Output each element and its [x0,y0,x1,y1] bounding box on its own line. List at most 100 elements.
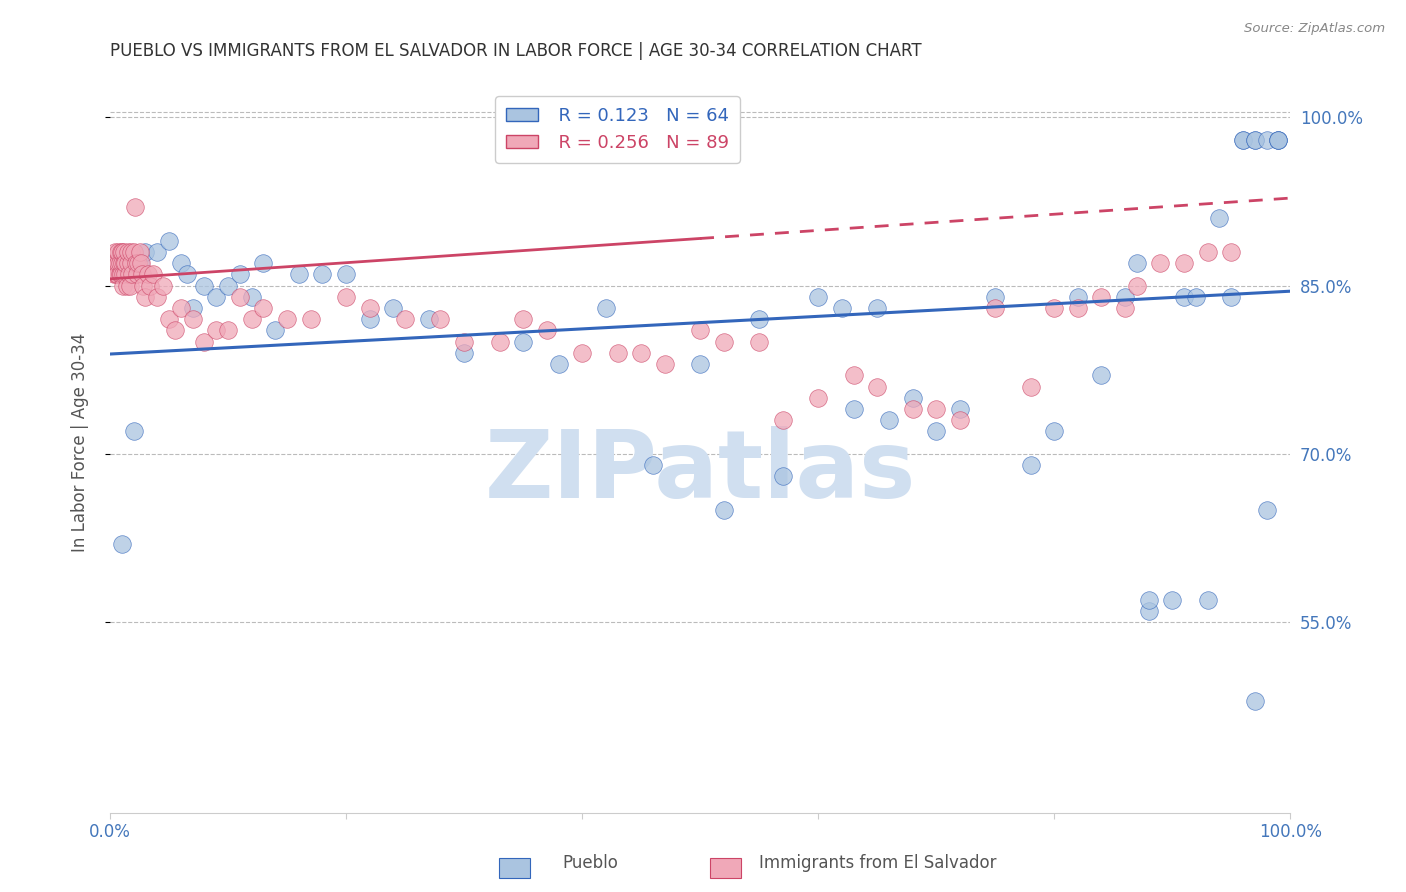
Point [118,268,141,282]
Point [240,290,263,304]
Point [105,268,128,282]
Legend:   R = 0.123   N = 64,   R = 0.256   N = 89: R = 0.123 N = 64, R = 0.256 N = 89 [495,96,740,163]
Point [104,244,127,259]
Point [131,268,153,282]
Point [252,301,274,315]
Point [571,346,593,360]
Point [901,391,924,405]
Point [654,357,676,371]
Point [107,244,129,259]
Point [1232,133,1254,147]
Point [103,268,125,282]
Point [111,244,134,259]
Point [689,357,711,371]
Point [842,368,865,383]
Point [1161,592,1184,607]
Point [1173,290,1195,304]
Point [217,278,239,293]
Point [1197,592,1219,607]
Point [170,256,193,270]
Text: ZIPatlas: ZIPatlas [485,426,915,518]
Point [547,357,569,371]
Point [181,301,204,315]
Point [335,290,357,304]
Point [229,268,252,282]
Point [1232,133,1254,147]
Point [1114,301,1136,315]
Point [252,256,274,270]
Point [127,256,149,270]
Point [111,256,134,270]
Point [120,278,142,293]
Point [901,402,924,417]
Point [1243,133,1265,147]
Point [124,200,146,214]
Point [536,323,558,337]
Point [1125,278,1147,293]
Point [1267,133,1289,147]
Point [866,379,889,393]
Point [114,256,136,270]
Point [925,402,948,417]
Point [1267,133,1289,147]
Point [1090,368,1112,383]
Point [127,268,149,282]
Point [1149,256,1171,270]
Point [842,402,865,417]
Point [114,268,136,282]
Point [1256,503,1278,517]
Point [359,301,381,315]
Point [984,290,1007,304]
Point [1137,592,1160,607]
Point [122,425,145,439]
Point [1043,425,1066,439]
Point [110,268,132,282]
Point [630,346,652,360]
Point [103,256,125,270]
Point [276,312,298,326]
Point [176,268,198,282]
Point [112,244,135,259]
Point [359,312,381,326]
Point [193,278,215,293]
Point [264,323,287,337]
Point [949,413,972,427]
Point [831,301,853,315]
Point [128,244,150,259]
Text: Pueblo: Pueblo [562,855,619,872]
Point [107,256,129,270]
Point [1125,256,1147,270]
Point [606,346,628,360]
Point [807,290,830,304]
Point [1243,694,1265,708]
Point [512,334,534,349]
Point [117,244,139,259]
Point [104,268,127,282]
Point [122,244,145,259]
Y-axis label: In Labor Force | Age 30-34: In Labor Force | Age 30-34 [72,333,89,552]
Point [125,256,148,270]
Point [949,402,972,417]
Point [1220,290,1243,304]
Point [163,323,186,337]
Point [748,334,770,349]
Point [136,268,159,282]
Point [111,536,134,550]
Point [120,244,142,259]
Point [984,301,1007,315]
Point [108,268,131,282]
Point [1019,379,1042,393]
Point [1243,133,1265,147]
Point [925,425,948,439]
Point [866,301,889,315]
Point [288,268,311,282]
Point [1197,244,1219,259]
Point [217,323,239,337]
Point [146,290,169,304]
Point [193,334,215,349]
Text: Source: ZipAtlas.com: Source: ZipAtlas.com [1244,22,1385,36]
Point [453,334,475,349]
Point [382,301,405,315]
Point [1137,604,1160,618]
Point [418,312,440,326]
